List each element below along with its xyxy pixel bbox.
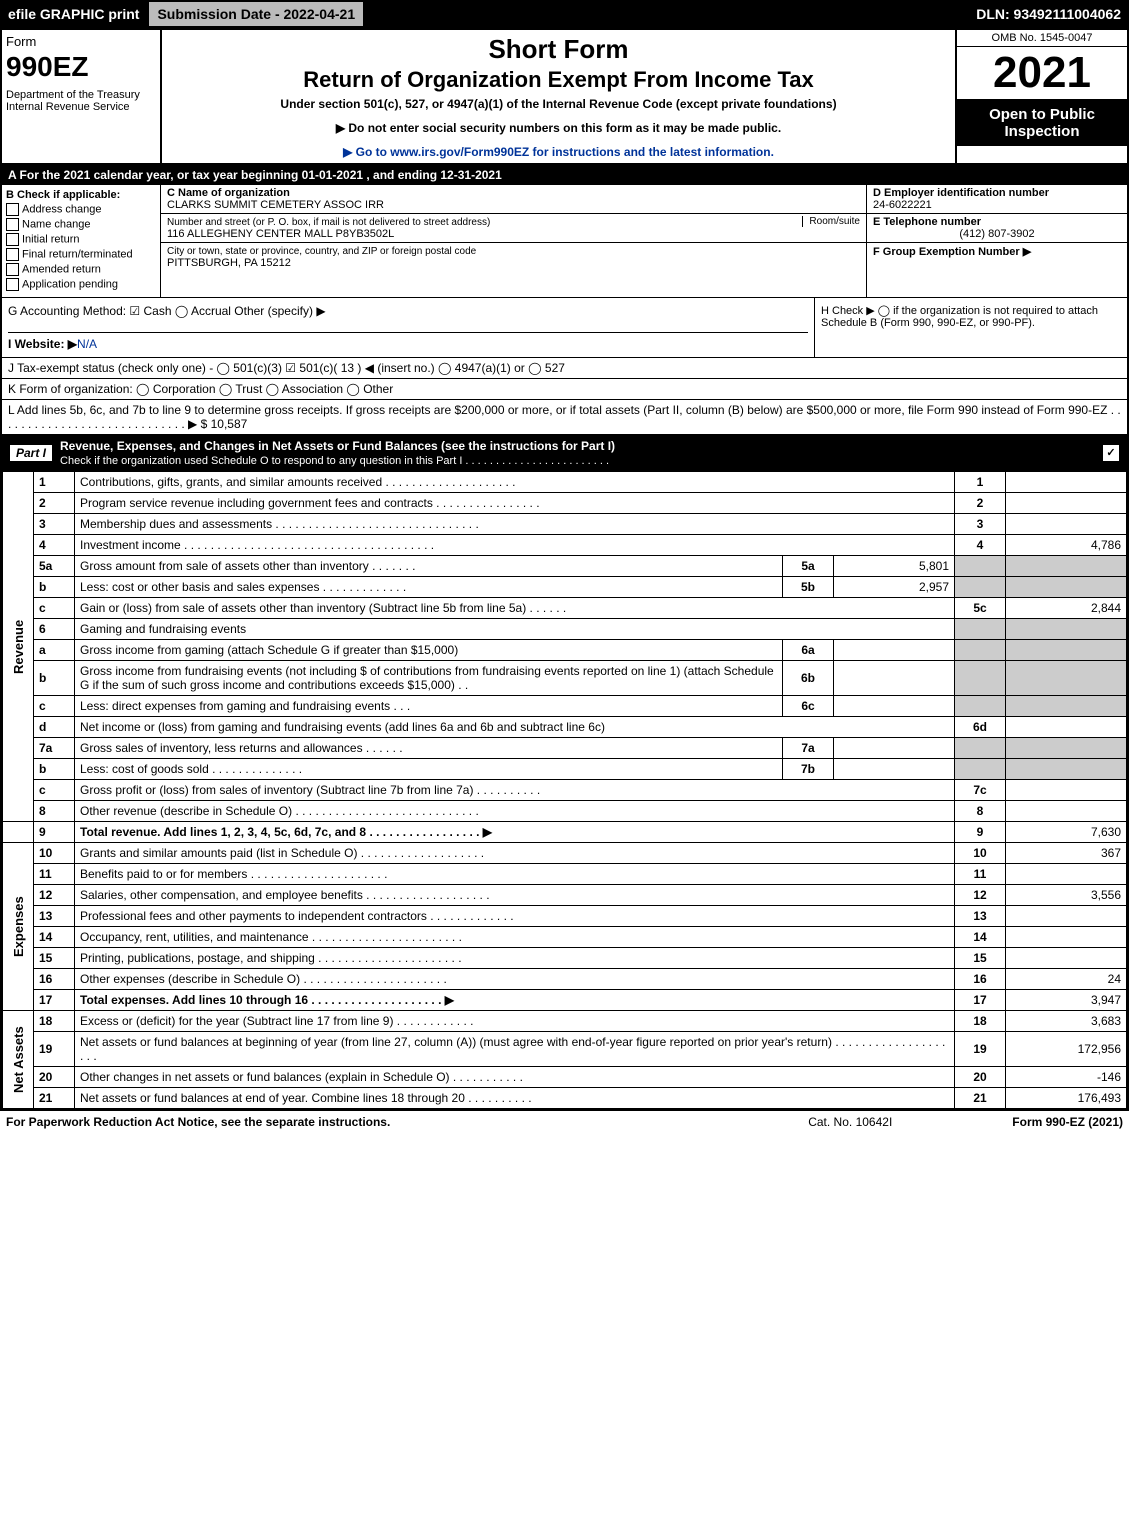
col-C: C Name of organization CLARKS SUMMIT CEM… (161, 185, 866, 297)
side-netassets: Net Assets (3, 1011, 34, 1109)
org-name: CLARKS SUMMIT CEMETERY ASSOC IRR (167, 199, 384, 211)
row-21: 21 Net assets or fund balances at end of… (3, 1088, 1127, 1109)
col-B: B Check if applicable: Address change Na… (2, 185, 161, 297)
line-L: L Add lines 5b, 6c, and 7b to line 9 to … (2, 400, 1127, 435)
footer-mid: Cat. No. 10642I (808, 1115, 892, 1129)
cb-address-change[interactable]: Address change (6, 203, 156, 216)
row-5a: 5a Gross amount from sale of assets othe… (3, 556, 1127, 577)
F-label: F Group Exemption Number ▶ (873, 246, 1031, 258)
row-17: 17 Total expenses. Add lines 10 through … (3, 990, 1127, 1011)
ein-value: 24-6022221 (873, 199, 932, 211)
open-inspection: Open to Public Inspection (957, 100, 1127, 146)
dln-label: DLN: 93492111004062 (968, 2, 1129, 26)
header-left: Form 990EZ Department of the Treasury In… (2, 30, 162, 163)
line-K: K Form of organization: ◯ Corporation ◯ … (2, 379, 1127, 400)
row-6b: b Gross income from fundraising events (… (3, 661, 1127, 696)
row-15: 15 Printing, publications, postage, and … (3, 948, 1127, 969)
row-7a: 7a Gross sales of inventory, less return… (3, 738, 1127, 759)
col-DEF: D Employer identification number 24-6022… (866, 185, 1127, 297)
row-5c: c Gain or (loss) from sale of assets oth… (3, 598, 1127, 619)
part1-checkbox[interactable]: ✓ (1103, 445, 1119, 461)
website-link[interactable]: N/A (77, 337, 97, 351)
under-section: Under section 501(c), 527, or 4947(a)(1)… (168, 97, 949, 111)
form-container: Form 990EZ Department of the Treasury In… (0, 28, 1129, 1111)
footer-right: Form 990-EZ (2021) (1012, 1115, 1123, 1129)
cb-final-return[interactable]: Final return/terminated (6, 248, 156, 261)
line-A: A For the 2021 calendar year, or tax yea… (2, 165, 1127, 185)
page-footer: For Paperwork Reduction Act Notice, see … (0, 1111, 1129, 1133)
row-6a: a Gross income from gaming (attach Sched… (3, 640, 1127, 661)
side-expenses: Expenses (3, 843, 34, 1011)
row-6c: c Less: direct expenses from gaming and … (3, 696, 1127, 717)
row-6: 6 Gaming and fundraising events (3, 619, 1127, 640)
efile-label: efile GRAPHIC print (0, 2, 147, 26)
row-3: 3 Membership dues and assessments . . . … (3, 514, 1127, 535)
footer-left: For Paperwork Reduction Act Notice, see … (6, 1115, 808, 1129)
row-18: Net Assets 18 Excess or (deficit) for th… (3, 1011, 1127, 1032)
row-9: 9 Total revenue. Add lines 1, 2, 3, 4, 5… (3, 822, 1127, 843)
cb-initial-return[interactable]: Initial return (6, 233, 156, 246)
row-7b: b Less: cost of goods sold . . . . . . .… (3, 759, 1127, 780)
part1-header: Part I Revenue, Expenses, and Changes in… (2, 435, 1127, 471)
form-label: Form (6, 34, 156, 49)
top-bar: efile GRAPHIC print Submission Date - 20… (0, 0, 1129, 28)
part1-table: Revenue 1 Contributions, gifts, grants, … (2, 471, 1127, 1109)
row-19: 19 Net assets or fund balances at beginn… (3, 1032, 1127, 1067)
cb-amended-return[interactable]: Amended return (6, 263, 156, 276)
department-label: Department of the Treasury Internal Reve… (6, 89, 156, 113)
part1-label: Part I (10, 445, 52, 461)
row-12: 12 Salaries, other compensation, and emp… (3, 885, 1127, 906)
row-6d: d Net income or (loss) from gaming and f… (3, 717, 1127, 738)
city-label: City or town, state or province, country… (167, 246, 476, 257)
line-I: I Website: ▶N/A (8, 337, 808, 351)
row-5b: b Less: cost or other basis and sales ex… (3, 577, 1127, 598)
ssn-warning: ▶ Do not enter social security numbers o… (168, 121, 949, 135)
line-H: H Check ▶ ◯ if the organization is not r… (814, 298, 1127, 357)
org-city: PITTSBURGH, PA 15212 (167, 257, 291, 269)
row-10: Expenses 10 Grants and similar amounts p… (3, 843, 1127, 864)
return-title: Return of Organization Exempt From Incom… (168, 67, 949, 93)
form-header: Form 990EZ Department of the Treasury In… (2, 30, 1127, 165)
header-center: Short Form Return of Organization Exempt… (162, 30, 957, 163)
section-BCDEF: B Check if applicable: Address change Na… (2, 185, 1127, 298)
C-label: C Name of organization (167, 187, 290, 199)
addr-label: Number and street (or P. O. box, if mail… (167, 217, 490, 228)
cb-application-pending[interactable]: Application pending (6, 278, 156, 291)
row-20: 20 Other changes in net assets or fund b… (3, 1067, 1127, 1088)
section-GHI: G Accounting Method: ☑ Cash ◯ Accrual Ot… (2, 298, 1127, 358)
row-14: 14 Occupancy, rent, utilities, and maint… (3, 927, 1127, 948)
row-7c: c Gross profit or (loss) from sales of i… (3, 780, 1127, 801)
org-address: 116 ALLEGHENY CENTER MALL P8YB3502L (167, 228, 394, 240)
part1-sub: Check if the organization used Schedule … (60, 455, 609, 467)
goto-link[interactable]: ▶ Go to www.irs.gov/Form990EZ for instru… (168, 145, 949, 159)
line-J: J Tax-exempt status (check only one) - ◯… (2, 358, 1127, 379)
part1-title: Revenue, Expenses, and Changes in Net As… (60, 439, 615, 453)
row-2: 2 Program service revenue including gove… (3, 493, 1127, 514)
phone-value: (412) 807-3902 (873, 228, 1121, 240)
form-number: 990EZ (6, 51, 156, 83)
header-right: OMB No. 1545-0047 2021 Open to Public In… (957, 30, 1127, 163)
E-label: E Telephone number (873, 216, 981, 228)
row-13: 13 Professional fees and other payments … (3, 906, 1127, 927)
submission-date: Submission Date - 2022-04-21 (147, 0, 365, 28)
line-G: G Accounting Method: ☑ Cash ◯ Accrual Ot… (8, 304, 808, 333)
side-revenue: Revenue (3, 472, 34, 822)
row-8: 8 Other revenue (describe in Schedule O)… (3, 801, 1127, 822)
room-label: Room/suite (802, 216, 860, 227)
row-4: 4 Investment income . . . . . . . . . . … (3, 535, 1127, 556)
row-16: 16 Other expenses (describe in Schedule … (3, 969, 1127, 990)
short-form-title: Short Form (168, 34, 949, 65)
omb-number: OMB No. 1545-0047 (957, 30, 1127, 47)
row-11: 11 Benefits paid to or for members . . .… (3, 864, 1127, 885)
B-label: B Check if applicable: (6, 189, 120, 201)
tax-year: 2021 (957, 47, 1127, 100)
row-1: Revenue 1 Contributions, gifts, grants, … (3, 472, 1127, 493)
cb-name-change[interactable]: Name change (6, 218, 156, 231)
D-label: D Employer identification number (873, 187, 1049, 199)
